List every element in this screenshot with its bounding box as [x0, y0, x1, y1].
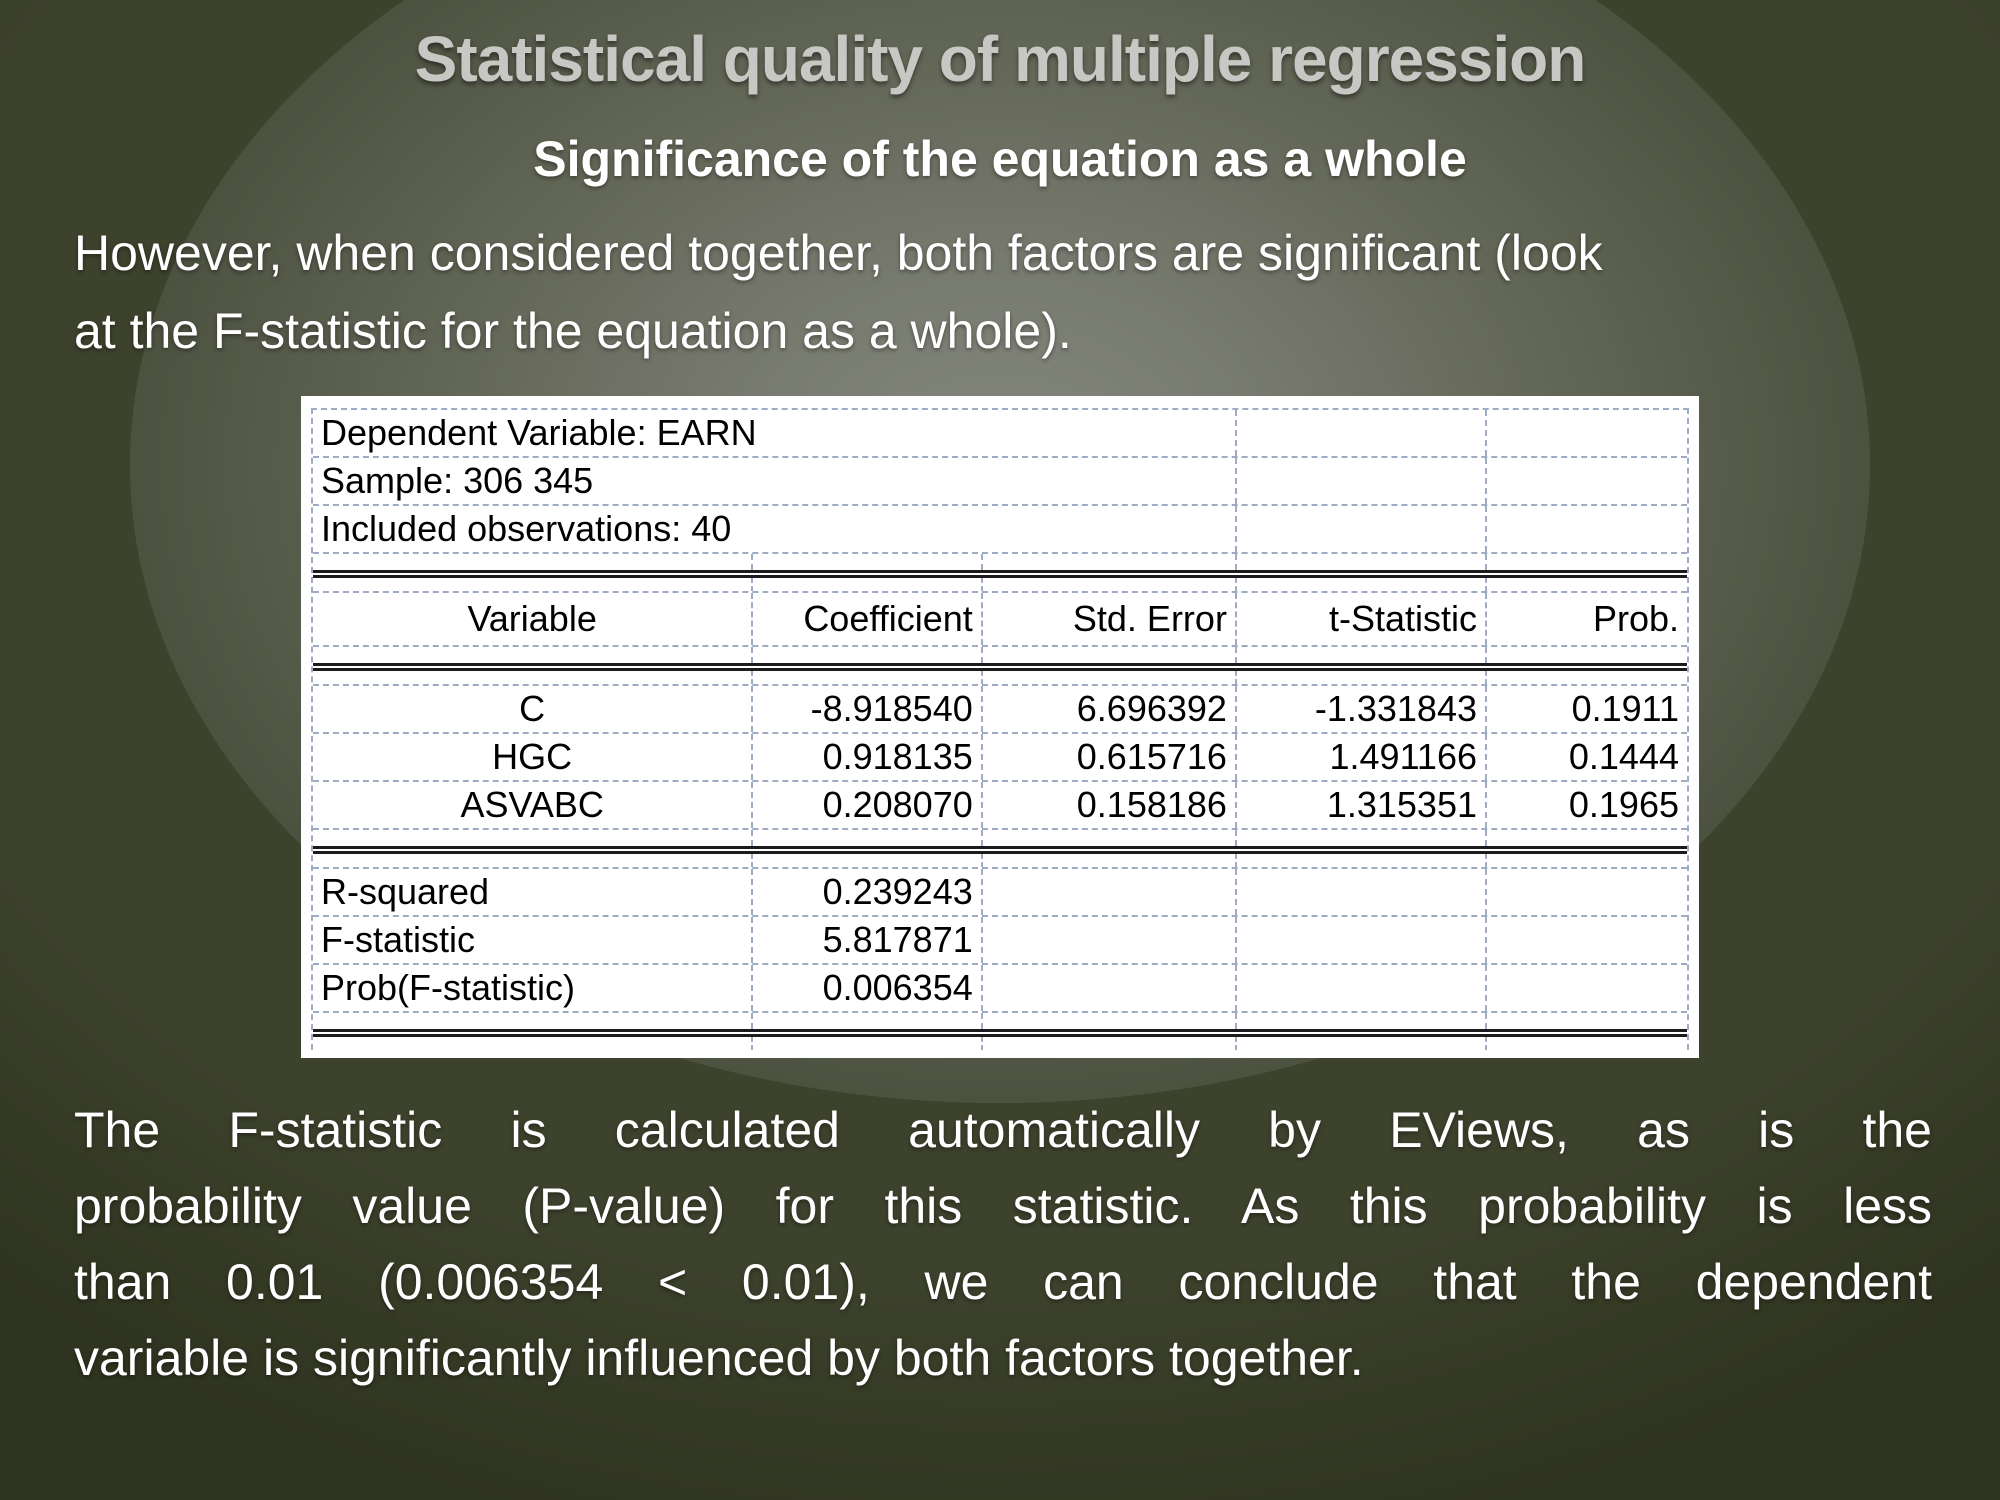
empty-cell [1485, 458, 1687, 504]
column-header: Std. Error [980, 593, 1235, 645]
spacer-row [313, 554, 1687, 570]
double-rule [313, 663, 1687, 671]
empty-cell [1234, 506, 1485, 552]
empty-cell [1234, 458, 1485, 504]
stat-row: Prob(F-statistic) 0.006354 [313, 965, 1687, 1013]
eviews-output-panel: Dependent Variable: EARN Sample: 306 345… [301, 396, 1699, 1058]
empty-cell [980, 917, 1235, 963]
spacer-row [313, 854, 1687, 867]
empty-cell [1485, 410, 1687, 456]
stat-value: 0.006354 [751, 965, 980, 1011]
intro-paragraph: However, when considered together, both … [74, 214, 1932, 370]
variable-cell: HGC [492, 736, 573, 777]
prob-cell: 0.1965 [1485, 782, 1687, 828]
coefficient-cell: -8.918540 [751, 686, 980, 732]
intro-line: at the F-statistic for the equation as a… [74, 303, 1072, 359]
column-header: Variable [467, 598, 597, 639]
std-error-cell: 0.615716 [980, 734, 1235, 780]
spacer-row [313, 830, 1687, 846]
stat-row: R-squared 0.239243 [313, 867, 1687, 917]
empty-cell [1485, 965, 1687, 1011]
empty-cell [1234, 410, 1485, 456]
prob-cell: 0.1911 [1485, 686, 1687, 732]
std-error-cell: 0.158186 [980, 782, 1235, 828]
stat-label: R-squared [321, 871, 490, 912]
conclusion-line: The F-statistic is calculated automatica… [74, 1102, 1932, 1158]
conclusion-line: than 0.01 (0.006354 < 0.01), we can conc… [74, 1254, 1932, 1310]
spacer-row [313, 1037, 1687, 1050]
table-row: Included observations: 40 [313, 506, 1687, 554]
empty-cell [1234, 917, 1485, 963]
table-row: Dependent Variable: EARN [313, 410, 1687, 458]
slide-subtitle: Significance of the equation as a whole [533, 131, 1467, 187]
coefficient-cell: 0.918135 [751, 734, 980, 780]
empty-cell [1234, 965, 1485, 1011]
slide-title: Statistical quality of multiple regressi… [414, 23, 1587, 95]
double-rule [313, 570, 1687, 578]
info-line: Sample: 306 345 [321, 460, 594, 501]
table-row: HGC 0.918135 0.615716 1.491166 0.1444 [313, 734, 1687, 782]
variable-cell: ASVABC [460, 784, 604, 825]
empty-cell [1234, 869, 1485, 915]
empty-cell [1485, 917, 1687, 963]
empty-cell [980, 965, 1235, 1011]
empty-cell [980, 869, 1235, 915]
column-header: Coefficient [751, 593, 980, 645]
column-header: Prob. [1485, 593, 1687, 645]
table-row: C -8.918540 6.696392 -1.331843 0.1911 [313, 684, 1687, 734]
t-statistic-cell: 1.315351 [1234, 782, 1485, 828]
double-rule [313, 1029, 1687, 1037]
prob-cell: 0.1444 [1485, 734, 1687, 780]
double-rule [313, 846, 1687, 854]
t-statistic-cell: 1.491166 [1234, 734, 1485, 780]
regression-table: Dependent Variable: EARN Sample: 306 345… [311, 408, 1689, 1050]
conclusion-paragraph: The F-statistic is calculated automatica… [74, 1092, 1932, 1396]
table-row: ASVABC 0.208070 0.158186 1.315351 0.1965 [313, 782, 1687, 830]
conclusion-line: variable is significantly influenced by … [74, 1330, 1364, 1386]
intro-line: However, when considered together, both … [74, 225, 1603, 281]
stat-value: 5.817871 [751, 917, 980, 963]
spacer-row [313, 647, 1687, 663]
std-error-cell: 6.696392 [980, 686, 1235, 732]
spacer-row [313, 578, 1687, 591]
spacer-row [313, 1013, 1687, 1029]
header-row: Variable Coefficient Std. Error t-Statis… [313, 591, 1687, 647]
info-line: Dependent Variable: EARN [321, 412, 757, 453]
empty-cell [1485, 506, 1687, 552]
column-header: t-Statistic [1234, 593, 1485, 645]
t-statistic-cell: -1.331843 [1234, 686, 1485, 732]
variable-cell: C [519, 688, 546, 729]
empty-cell [1485, 869, 1687, 915]
table-row: Sample: 306 345 [313, 458, 1687, 506]
info-line: Included observations: 40 [321, 508, 732, 549]
conclusion-line: probability value (P-value) for this sta… [74, 1178, 1932, 1234]
spacer-row [313, 671, 1687, 684]
stat-label: F-statistic [321, 919, 476, 960]
stat-row: F-statistic 5.817871 [313, 917, 1687, 965]
stat-value: 0.239243 [751, 869, 980, 915]
stat-label: Prob(F-statistic) [321, 967, 576, 1008]
coefficient-cell: 0.208070 [751, 782, 980, 828]
